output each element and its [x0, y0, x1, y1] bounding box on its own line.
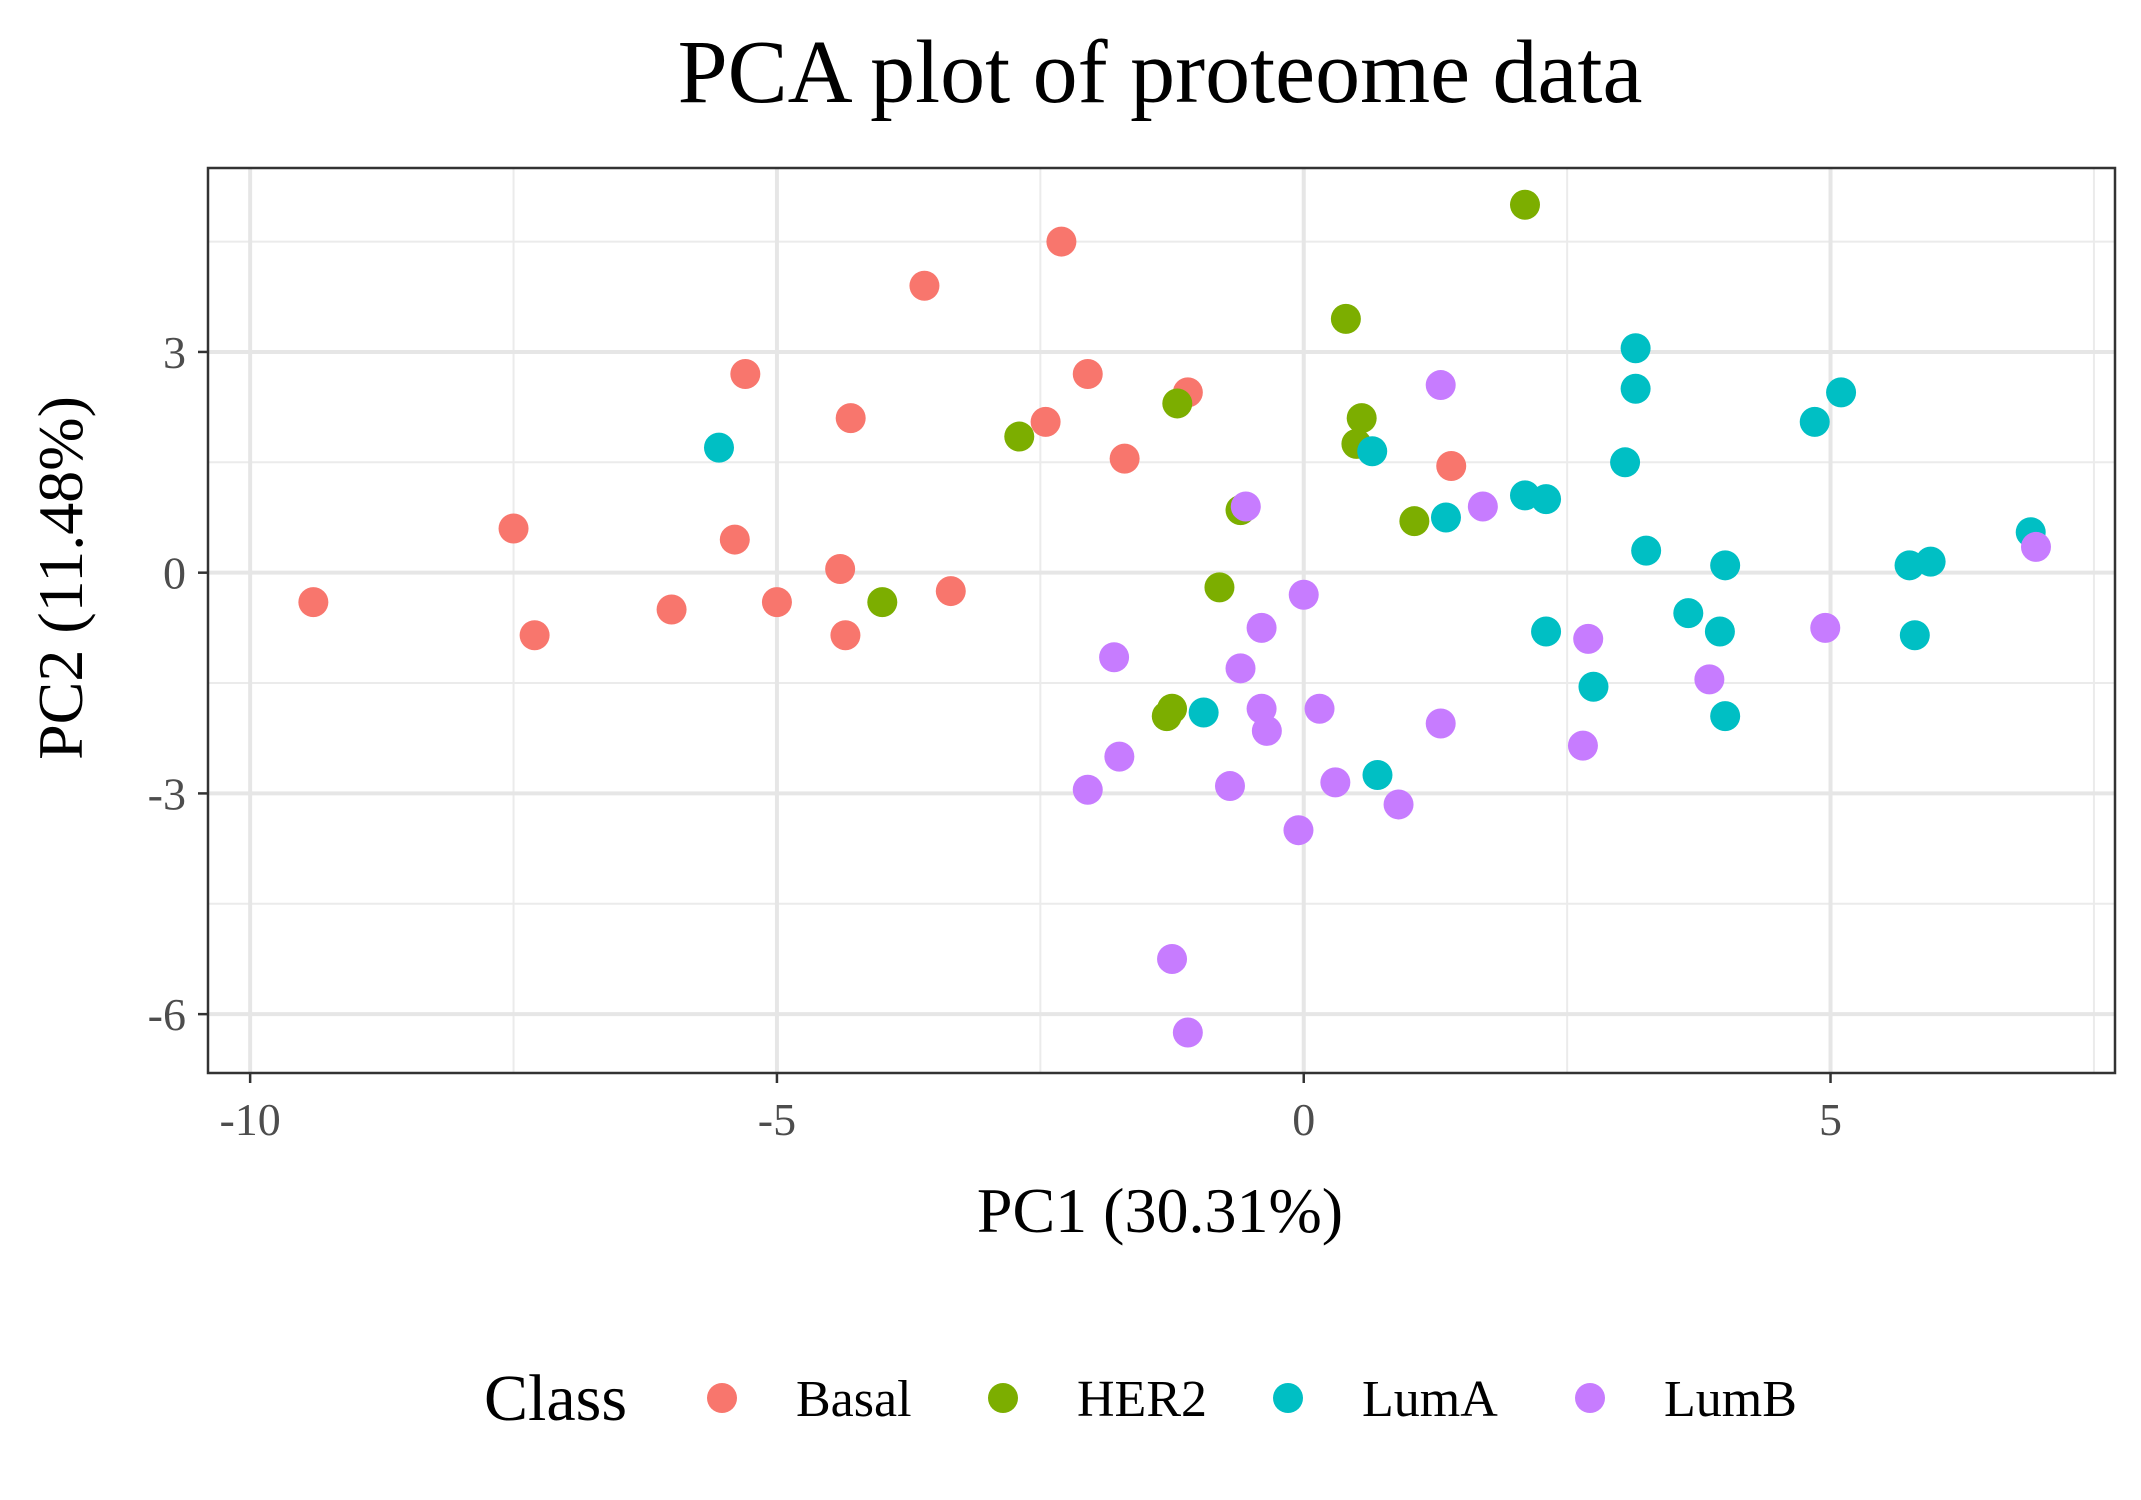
data-point-lumb — [1283, 815, 1314, 846]
data-point-luma — [1362, 760, 1393, 791]
data-point-basal — [909, 270, 940, 301]
legend-label-her2: HER2 — [1077, 1371, 1207, 1428]
data-point-luma — [1710, 701, 1741, 732]
data-point-lumb — [1251, 715, 1282, 746]
data-point-her2 — [1151, 701, 1182, 732]
data-point-her2 — [867, 587, 898, 618]
data-point-lumb — [1157, 943, 1188, 974]
data-point-basal — [835, 403, 866, 434]
data-point-basal — [298, 587, 329, 618]
data-point-lumb — [1172, 1017, 1203, 1048]
data-point-lumb — [1230, 491, 1261, 522]
legend-label-luma: LumA — [1362, 1371, 1498, 1428]
data-point-lumb — [1225, 653, 1256, 684]
legend-label-basal: Basal — [796, 1371, 912, 1428]
data-point-lumb — [1072, 774, 1103, 805]
data-point-luma — [1610, 447, 1641, 478]
data-point-luma — [1531, 616, 1562, 647]
x-tick-label: -5 — [758, 1094, 796, 1145]
data-point-her2 — [1399, 506, 1430, 537]
plot-panel-border — [206, 166, 2117, 1075]
data-point-luma — [1915, 546, 1946, 577]
data-point-basal — [519, 620, 550, 651]
data-point-basal — [935, 576, 966, 607]
x-tick-label: -10 — [219, 1094, 280, 1145]
data-point-lumb — [1383, 789, 1414, 820]
data-point-luma — [1531, 484, 1562, 515]
data-point-basal — [830, 620, 861, 651]
legend-key-lumb — [1575, 1383, 1605, 1413]
data-point-her2 — [1204, 572, 1235, 603]
y-tick-label: -6 — [148, 989, 186, 1040]
data-point-lumb — [1567, 730, 1598, 761]
data-point-lumb — [1573, 623, 1604, 654]
data-point-lumb — [1425, 370, 1456, 401]
data-point-basal — [719, 524, 750, 555]
x-tick-label: 5 — [1819, 1094, 1842, 1145]
data-point-lumb — [1104, 741, 1135, 772]
x-axis-label: PC1 (30.31%) — [977, 1175, 1343, 1246]
data-point-luma — [1704, 616, 1735, 647]
data-point-basal — [498, 513, 529, 544]
legend-key-luma — [1273, 1383, 1303, 1413]
data-point-luma — [703, 432, 734, 463]
legend-label-lumb: LumB — [1664, 1371, 1797, 1428]
y-tick-label: -3 — [148, 768, 186, 819]
data-point-basal — [761, 587, 792, 618]
data-point-basal — [1030, 406, 1061, 437]
y-axis-label: PC2 (11.48%) — [25, 396, 96, 760]
legend: Class Basal HER2 LumA LumB — [484, 1362, 1797, 1435]
data-point-luma — [1799, 406, 1830, 437]
data-point-her2 — [1004, 421, 1035, 452]
y-tick-label: 0 — [163, 548, 186, 599]
x-tick-label: 0 — [1292, 1094, 1315, 1145]
data-point-lumb — [1214, 771, 1245, 802]
data-point-luma — [1578, 671, 1609, 702]
data-point-her2 — [1162, 388, 1193, 419]
data-point-her2 — [1509, 189, 1540, 220]
data-point-lumb — [1246, 612, 1277, 643]
chart-title: PCA plot of proteome data — [678, 23, 1643, 122]
data-point-luma — [1826, 377, 1857, 408]
data-point-luma — [1430, 502, 1461, 533]
data-point-luma — [1673, 598, 1704, 629]
data-point-lumb — [2020, 531, 2051, 562]
data-point-luma — [1188, 697, 1219, 728]
data-point-luma — [1631, 535, 1662, 566]
legend-key-her2 — [988, 1383, 1018, 1413]
data-point-lumb — [1425, 708, 1456, 739]
data-point-lumb — [1099, 642, 1130, 673]
data-point-basal — [730, 359, 761, 390]
legend-key-basal — [707, 1383, 737, 1413]
plot-area: -10 -5 0 5 -6 -3 0 3 — [148, 166, 2117, 1145]
data-point-luma — [1620, 373, 1651, 404]
data-point-basal — [1046, 226, 1077, 257]
legend-title: Class — [484, 1362, 627, 1435]
data-point-luma — [1620, 333, 1651, 364]
data-point-her2 — [1330, 303, 1361, 334]
data-point-basal — [1436, 450, 1467, 481]
data-point-lumb — [1304, 693, 1335, 724]
data-point-basal — [656, 594, 687, 625]
data-point-lumb — [1288, 579, 1319, 610]
data-point-luma — [1710, 550, 1741, 581]
data-point-basal — [1109, 443, 1140, 474]
data-point-luma — [1899, 620, 1930, 651]
data-point-lumb — [1810, 612, 1841, 643]
data-point-her2 — [1346, 403, 1377, 434]
data-point-lumb — [1467, 491, 1498, 522]
data-point-luma — [1357, 436, 1388, 467]
data-point-lumb — [1320, 767, 1351, 798]
y-tick-label: 3 — [163, 327, 186, 378]
data-point-basal — [1072, 359, 1103, 390]
data-point-lumb — [1694, 664, 1725, 695]
data-point-basal — [825, 553, 856, 584]
